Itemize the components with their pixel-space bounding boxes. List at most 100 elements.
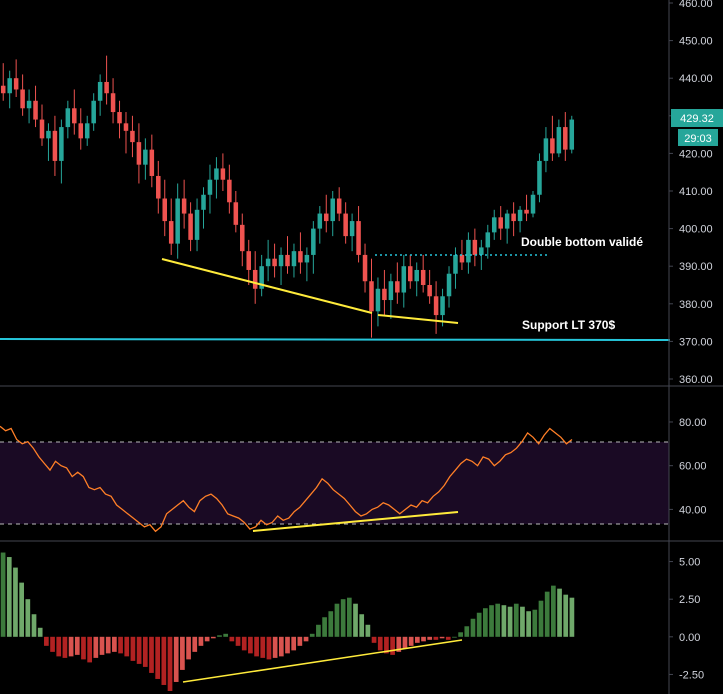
candle-body [246,251,251,270]
macd-bar [118,636,123,654]
candle-body [207,179,213,195]
macd-bar [13,567,18,637]
macd-bar [223,633,229,637]
candle-body [78,123,84,139]
macd-bar [334,603,340,637]
macd-bar [136,636,142,664]
macd-bar [56,636,62,657]
macd-bar [445,636,451,640]
macd-bar [526,611,531,637]
macd-bar [495,603,501,637]
macd-bar [476,612,482,637]
candle-body [130,130,135,143]
candle-body [194,209,200,240]
macd-trendline [182,639,463,683]
macd-histogram-bars [0,552,575,691]
macd-bar [470,618,476,637]
price-pane[interactable]: Double bottom validé Support LT 370$ 360… [0,0,723,386]
candle-body [162,198,168,222]
macd-pane[interactable]: 5.00 2.50 0.00 -2.50 [0,552,704,691]
candle-body [97,81,103,101]
candle-body [543,138,549,161]
macd-tick-label: 2.50 [679,594,700,606]
candle-body [7,78,12,94]
candle-body [259,266,264,289]
macd-bar [402,636,408,649]
price-axis[interactable]: 360.00 370.00 380.00 390.00 400.00 410.00 420.… [669,0,713,386]
macd-bar [501,605,507,637]
macd-bar [507,606,513,637]
macd-bar [384,636,389,654]
candle-body [440,296,445,316]
macd-bar [520,606,525,637]
price-tick-label: 380.00 [679,299,713,311]
current-price-tag-bg [671,109,723,127]
macd-bar [31,614,37,637]
rsi-pane[interactable]: 40.00 60.00 80.00 [0,417,707,533]
macd-bar [161,636,167,685]
macd-bar [68,636,74,657]
macd-bar [414,636,420,643]
candle-body [110,93,116,113]
candle-body [181,198,187,214]
candle-body [46,130,51,139]
macd-bar [99,636,105,655]
countdown-tag: 29:03 [684,133,712,145]
candle-body [136,142,142,165]
candle-body [498,217,503,229]
macd-bar [309,633,315,637]
macd-bar [235,636,241,646]
candle-body [285,254,290,267]
candle-body [472,239,478,255]
macd-axis[interactable]: 5.00 2.50 0.00 -2.50 [669,557,704,682]
macd-bar [483,608,488,637]
candle-body [504,213,510,229]
price-tick-label: 360.00 [679,374,713,386]
candle-body [349,221,355,237]
macd-bar [433,636,439,640]
macd-bar [328,611,334,637]
price-tick-label: 450.00 [679,36,713,48]
candle-body [524,209,529,214]
candle-body [123,123,129,131]
price-tick-label: 440.00 [679,73,713,85]
macd-bar [551,585,556,637]
macd-bar [186,636,191,660]
candle-body [84,123,90,139]
candle-body [26,100,32,109]
candle-body [491,217,497,233]
macd-bar [217,635,222,637]
current-price-tag: 429.32 [680,113,714,125]
macd-bar [544,591,550,637]
candle-body [362,254,368,282]
candle-body [395,281,400,293]
rsi-axis[interactable]: 40.00 60.00 80.00 [669,417,707,516]
rsi-band [0,442,669,524]
macd-bar [167,636,173,691]
macd-bar [408,636,414,646]
macd-tick-label: -2.50 [679,669,704,681]
macd-bar [62,636,68,658]
candle-body [420,269,426,285]
macd-bar [93,636,99,658]
candle-body [336,198,342,214]
candle-body [0,85,6,94]
rsi-trendline [252,511,459,532]
macd-bar [37,627,43,637]
macd-bar [489,605,494,637]
candle-body [33,100,38,120]
candle-body [369,281,374,312]
macd-bar [322,617,327,637]
macd-bar [50,636,55,652]
candle-body [330,198,335,222]
candle-body [117,112,122,124]
candle-body [233,202,239,225]
macd-bar [569,597,575,637]
candle-body [537,160,542,195]
macd-bar [155,636,161,679]
macd-bar [427,636,433,640]
candle-body [563,127,568,150]
candle-body [175,198,180,244]
macd-bar [19,582,24,637]
